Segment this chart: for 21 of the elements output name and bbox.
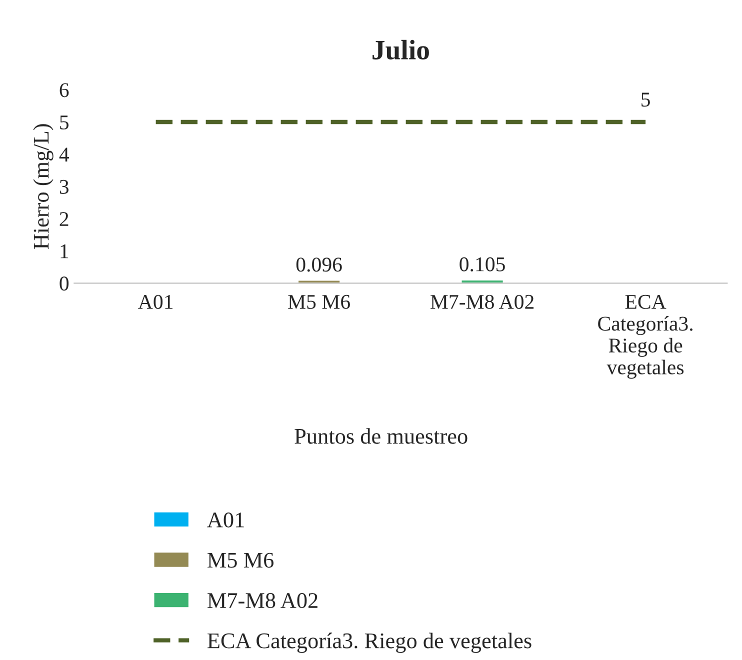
x-tick-label: M7-M8 A02 (430, 294, 534, 309)
legend-label: M5 M6 (208, 552, 274, 568)
x-tick-label: ECA Categoría3. Riego de vegetales (598, 294, 692, 379)
legend-label: A01 (207, 512, 244, 528)
chart-title: Julio (372, 40, 429, 60)
x-tick-label: M5 M6 (288, 294, 350, 309)
y-tick-label: 5 (60, 116, 69, 130)
legend-label: ECA Categoría3. Riego de vegetales (208, 632, 532, 653)
legend-label: M7-M8 A02 (208, 593, 318, 608)
y-tick-label: 0 (60, 276, 69, 291)
y-tick-label: 6 (60, 83, 69, 98)
y-tick-label: 4 (59, 148, 70, 162)
data-label: 0.096 (296, 258, 342, 272)
y-tick-label: 1 (60, 244, 68, 258)
y-tick-label: 2 (60, 212, 68, 226)
y-tick-label: 3 (60, 180, 69, 194)
x-tick-label: A01 (138, 294, 173, 309)
y-axis-title: Hierro (mg/L) (33, 124, 54, 250)
data-label: 5 (642, 92, 650, 107)
data-label: 0.105 (460, 257, 505, 272)
x-axis-title: Puntos de muestreo (294, 428, 468, 444)
